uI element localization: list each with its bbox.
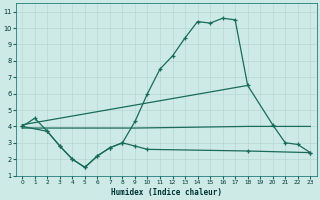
X-axis label: Humidex (Indice chaleur): Humidex (Indice chaleur) — [111, 188, 222, 197]
